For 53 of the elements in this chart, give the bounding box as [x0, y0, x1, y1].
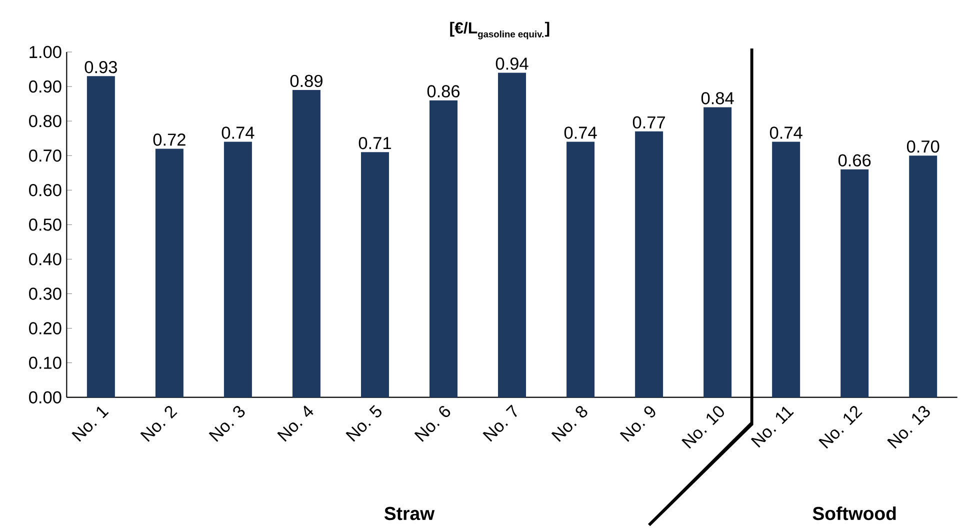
data-label: 0.72 [153, 134, 186, 146]
data-label: 0.74 [222, 126, 254, 139]
x-tick-label: No. 8 [551, 406, 588, 442]
data-label: 0.70 [906, 140, 940, 153]
bar [704, 107, 732, 398]
y-tick-label: 0.10 [29, 356, 62, 369]
bar [772, 142, 800, 398]
data-label: 0.74 [564, 126, 597, 139]
x-tick-label: No. 2 [140, 406, 178, 442]
x-tick-label: No. 10 [682, 406, 724, 449]
x-tick-label: No. 6 [414, 406, 450, 442]
x-tick-label: No. 9 [620, 406, 656, 442]
bar [155, 148, 184, 398]
text: Straw [384, 506, 435, 520]
data-label: 0.77 [632, 116, 665, 128]
y-tick-label: 0.40 [29, 253, 62, 266]
bar [840, 169, 869, 398]
bar [86, 76, 115, 398]
data-label: 0.66 [838, 154, 871, 166]
data-label: 0.89 [290, 74, 322, 88]
x-tick-label: No. 11 [750, 406, 794, 448]
text: Softwood [812, 506, 896, 520]
bar [566, 142, 595, 398]
bar [224, 142, 252, 398]
y-tick-label: 0.90 [29, 80, 62, 93]
x-tick-label: No. 4 [277, 406, 314, 442]
y-tick-label: 0.30 [29, 288, 62, 300]
bar [292, 90, 320, 398]
y-tick-label: 0.80 [29, 114, 62, 128]
x-tick-label: No. 7 [482, 404, 517, 442]
bar [360, 152, 389, 398]
y-tick-label: 0.70 [29, 149, 62, 162]
bar [430, 100, 458, 398]
y-tick-label: 0.50 [29, 218, 62, 231]
y-tick-label: 0.60 [29, 184, 62, 196]
data-label: 0.94 [496, 58, 528, 70]
data-label: 0.86 [427, 85, 460, 98]
x-tick-label: No. 3 [208, 406, 245, 442]
y-tick-label: 0.20 [29, 322, 62, 334]
data-label: 0.71 [358, 136, 391, 150]
bar [635, 131, 664, 398]
data-label: 0.93 [84, 61, 117, 74]
x-tick-label: No. 5 [346, 404, 382, 442]
data-label: 0.84 [701, 92, 734, 104]
bar [498, 72, 526, 398]
data-label: 0.74 [770, 126, 802, 139]
x-tick-label: No. 13 [887, 406, 930, 449]
bar [909, 156, 938, 398]
y-axis-title: $\mbox{[€/L}_{\mbox{\scriptsize gasoline equiv.}}\mbox{]}$ [450, 22, 550, 40]
x-tick-label: No. 12 [818, 406, 862, 449]
y-tick-label: 0.00 [29, 391, 62, 404]
x-tick-label: No. 1 [72, 406, 109, 442]
y-tick-label: 1.00 [30, 46, 62, 58]
